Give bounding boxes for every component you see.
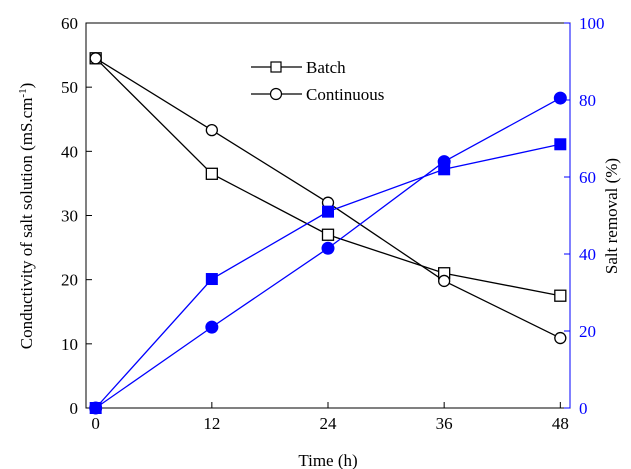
data-point-3: [205, 320, 219, 334]
y-tick-label: 30: [61, 207, 78, 226]
data-point-3: [321, 241, 335, 255]
data-point-3: [437, 155, 451, 169]
x-tick-label: 12: [203, 414, 220, 433]
y-tick-label: 10: [61, 335, 78, 354]
x-tick-label: 48: [552, 414, 569, 433]
x-tick-label: 36: [436, 414, 453, 433]
data-point-2: [322, 205, 334, 218]
series-layer: [89, 52, 567, 415]
y-tick-label: 50: [61, 78, 78, 97]
x-tick-label: 24: [320, 414, 338, 433]
y2-tick-label: 40: [579, 245, 596, 264]
data-point-1: [205, 124, 218, 137]
y2-tick-label: 100: [579, 14, 605, 33]
y2-tick-label: 60: [579, 168, 596, 187]
legend-continuous-marker: [269, 87, 283, 101]
legend-entry-batch: Batch: [251, 58, 346, 77]
y2-tick-label: 80: [579, 91, 596, 110]
legend-batch-label: Batch: [306, 58, 346, 77]
y-tick-label: 60: [61, 14, 78, 33]
data-point-1: [89, 52, 102, 65]
axis-ticks: 0 12 24 36 48 0 10 20 30 40 50 60 0 20 40 60 80 100: [61, 14, 605, 433]
legend: Batch Continuous: [251, 58, 384, 104]
data-point-3: [553, 91, 567, 105]
legend-entry-continuous: Continuous: [251, 85, 384, 104]
series-line-2: [95, 143, 561, 409]
y2-tick-label: 0: [579, 399, 588, 418]
data-point-2: [205, 273, 218, 286]
data-point-1: [554, 331, 567, 345]
legend-continuous-label: Continuous: [306, 85, 384, 104]
y2-tick-label: 20: [579, 322, 596, 341]
data-point-3: [89, 401, 103, 415]
x-axis-label: Time (h): [298, 451, 357, 469]
data-point-1: [438, 274, 451, 288]
x-tick-label: 0: [91, 414, 100, 433]
data-point-0: [321, 228, 335, 241]
y-tick-label: 0: [70, 399, 79, 418]
data-point-0: [205, 167, 218, 180]
y2-axis-label: Salt removal (%): [602, 158, 621, 274]
y-tick-label: 40: [61, 142, 78, 161]
data-point-2: [554, 138, 567, 151]
legend-batch-marker: [270, 61, 282, 73]
data-point-0: [554, 289, 567, 302]
y-tick-label: 20: [61, 271, 78, 290]
y-axis-label: Conductivity of salt solution (mS.cm-1): [17, 83, 36, 350]
